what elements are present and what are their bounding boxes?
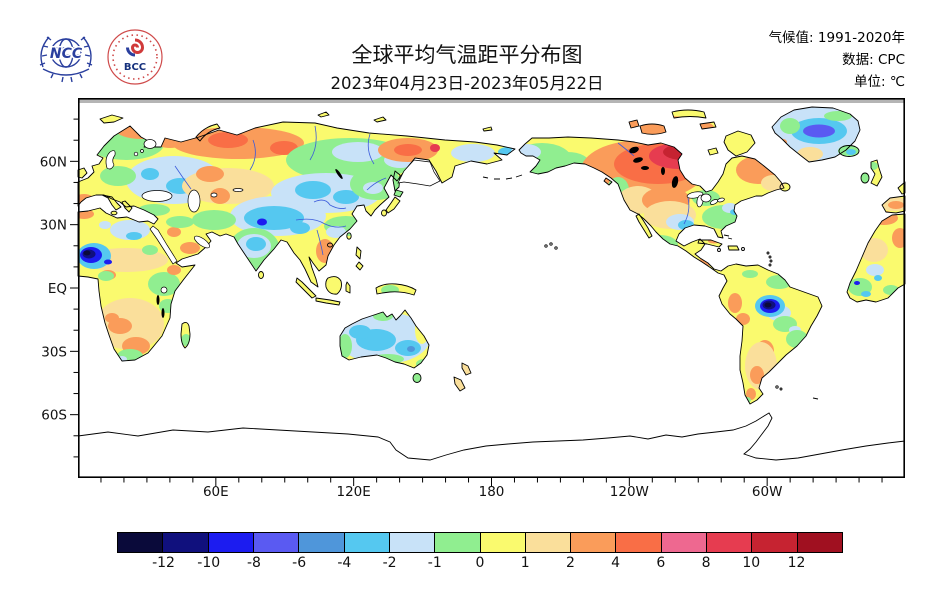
- meta-climatology: 气候值: 1991-2020年: [768, 30, 905, 46]
- colorbar-segment: [480, 533, 526, 552]
- lon-tick-label: 60W: [752, 484, 783, 500]
- lat-tick-label: 60S: [41, 408, 67, 424]
- colorbar-segment: [752, 533, 798, 552]
- polar-gray-band: [78, 98, 905, 103]
- lat-tick-label: EQ: [48, 281, 67, 297]
- colorbar-segment: [344, 533, 390, 552]
- lat-tick-label: 60N: [40, 154, 67, 170]
- colorbar-tick-label: 12: [787, 555, 806, 571]
- colorbar-segment: [118, 533, 164, 552]
- colorbar-tick-label: -6: [292, 555, 307, 571]
- lakes: [156, 146, 679, 318]
- lon-tick-label: 180: [479, 484, 505, 500]
- colorbar-segment: [525, 533, 572, 552]
- ncc-logo: NCC: [39, 36, 93, 83]
- lon-tick-label: 120W: [610, 484, 649, 500]
- colorbar-segment: [571, 533, 617, 552]
- y-axis: 60N 30N EQ 30S 60S: [40, 118, 78, 458]
- lon-tick-label: 60E: [203, 484, 229, 500]
- colorbar-tick-label: 8: [701, 555, 711, 571]
- lon-tick-label: 120E: [337, 484, 371, 500]
- antarctica-coast: [77, 412, 906, 461]
- map-title: 全球平均气温距平分布图: [351, 43, 583, 67]
- map-subtitle: 2023年04月23日-2023年05月22日: [330, 74, 604, 93]
- bcc-logo-text: BCC: [124, 62, 146, 73]
- lat-tick-label: 30S: [41, 344, 67, 360]
- colorbar-tick-label: -4: [337, 555, 352, 571]
- meta-block: 气候值: 1991-2020年 数据: CPC 单位: ℃: [769, 27, 905, 93]
- colorbar-segment: [253, 533, 300, 552]
- colorbar-tick-label: 4: [611, 555, 621, 571]
- colorbar-segment: [707, 533, 753, 552]
- colorbar-tick-label: 2: [565, 555, 575, 571]
- lat-tick-label: 30N: [40, 218, 67, 234]
- colorbar-segment: [616, 533, 662, 552]
- colorbar-tick-label: 1: [520, 555, 530, 571]
- colorbar-tick-label: 6: [656, 555, 666, 571]
- rivers: [174, 125, 690, 256]
- colorbar-tick-label: -8: [246, 555, 261, 571]
- colorbar-tick-label: -2: [382, 555, 397, 571]
- colorbar-segment: [299, 533, 345, 552]
- colorbar: [117, 532, 843, 553]
- coastlines: [77, 106, 906, 405]
- meta-source: 数据: CPC: [842, 52, 905, 68]
- bcc-logo: BCC: [107, 29, 163, 85]
- anomaly-field: [78, 107, 905, 404]
- meta-unit: 单位: ℃: [853, 74, 905, 90]
- colorbar-segment: [661, 533, 708, 552]
- colorbar-segment: [163, 533, 209, 552]
- world-map: 60E 120E 180 120W 60W 60N 30N EQ 30S 60S: [40, 98, 906, 500]
- colorbar-segment: [797, 533, 842, 552]
- colorbar-segment: [389, 533, 436, 552]
- colorbar-tick-label: -10: [197, 555, 221, 571]
- colorbar-segment: [435, 533, 481, 552]
- colorbar-segment: [208, 533, 254, 552]
- inland-seas: [105, 139, 725, 294]
- ncc-logo-text: NCC: [50, 46, 83, 62]
- colorbar-tick-label: -12: [152, 555, 175, 571]
- colorbar-tick-label: 10: [742, 555, 761, 571]
- x-axis: 60E 120E 180 120W 60W: [100, 478, 883, 500]
- colorbar-tick-label: -1: [427, 555, 442, 571]
- map-frame: [78, 98, 906, 478]
- colorbar-tick-label: 0: [475, 555, 485, 571]
